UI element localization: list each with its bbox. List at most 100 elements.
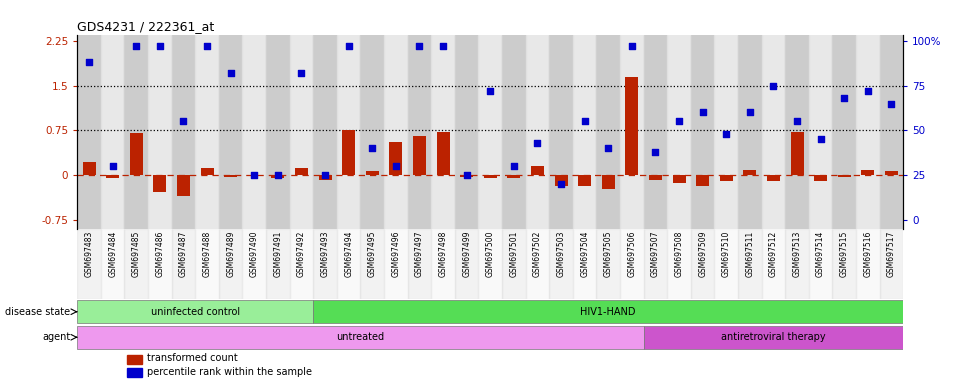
Bar [455,35,478,229]
Bar [106,175,119,179]
Text: GSM697492: GSM697492 [297,231,306,277]
Text: GSM697494: GSM697494 [344,231,354,277]
Bar [862,170,874,175]
Bar [578,175,591,186]
Bar [342,131,355,175]
Text: GSM697506: GSM697506 [627,231,637,277]
Point [671,118,687,124]
Bar [125,35,148,229]
Text: GSM697500: GSM697500 [486,231,495,277]
Point [412,43,427,49]
Bar [313,229,337,299]
Bar [455,229,478,299]
Bar [838,175,851,177]
Text: GSM697510: GSM697510 [722,231,730,277]
Text: transformed count: transformed count [148,353,239,363]
Bar [460,175,473,177]
Bar [478,35,502,229]
Bar [761,229,785,299]
Bar [195,35,219,229]
Bar [125,229,148,299]
Bar [596,229,620,299]
Bar [337,229,360,299]
Bar [384,35,408,229]
Text: GSM697496: GSM697496 [391,231,400,277]
Point [577,118,592,124]
Bar [148,35,172,229]
Bar [602,175,614,189]
Bar [384,35,408,229]
Bar [526,35,550,229]
Point [246,172,262,179]
Text: GSM697495: GSM697495 [368,231,377,277]
Bar [266,35,290,229]
Point [719,131,734,137]
Bar [431,229,455,299]
Point [884,101,899,107]
Point [766,83,781,89]
Bar [360,35,384,229]
Bar [531,166,544,175]
Point [318,172,333,179]
Bar [596,35,620,229]
Text: GSM697490: GSM697490 [250,231,259,277]
Point [813,136,829,142]
Bar [715,35,738,229]
Bar [715,35,738,229]
Bar [100,229,125,299]
Point [105,163,121,169]
Point [624,43,639,49]
Bar [620,229,643,299]
Bar [809,35,833,229]
Bar [743,170,756,175]
Point [695,109,710,116]
Bar [337,35,360,229]
Bar [696,175,709,186]
Point [128,43,144,49]
Bar [195,229,219,299]
Text: GSM697503: GSM697503 [556,231,565,277]
Bar [478,35,502,229]
Text: uninfected control: uninfected control [151,307,240,317]
Bar [484,175,497,179]
Bar [360,229,384,299]
Point [176,118,191,124]
Bar [833,35,856,229]
Text: GSM697498: GSM697498 [439,231,447,277]
Bar [242,35,266,229]
Bar [129,134,143,175]
Bar [148,229,172,299]
Bar [573,35,596,229]
Text: GSM697512: GSM697512 [769,231,778,277]
Bar [219,229,242,299]
Text: GSM697493: GSM697493 [321,231,329,277]
Bar [573,35,596,229]
Text: GSM697486: GSM697486 [156,231,164,277]
Text: GSM697513: GSM697513 [792,231,802,277]
Bar [127,354,142,364]
Bar [148,35,172,229]
Bar [550,229,573,299]
Bar [295,168,308,175]
Bar [761,35,785,229]
Bar [573,229,596,299]
Text: GSM697517: GSM697517 [887,231,895,277]
Bar [691,35,715,229]
Bar [77,35,100,229]
Bar [672,175,686,183]
Bar [290,35,313,229]
Text: agent: agent [42,332,71,342]
Text: untreated: untreated [336,332,384,342]
Bar [412,136,426,175]
Bar [242,229,266,299]
Bar [319,175,331,180]
Text: GSM697487: GSM697487 [179,231,188,277]
Bar [691,229,715,299]
Bar [880,35,903,229]
Text: GSM697508: GSM697508 [674,231,684,277]
Text: GSM697505: GSM697505 [604,231,612,277]
Bar [691,35,715,229]
Bar [596,35,620,229]
Bar [431,35,455,229]
Bar [290,35,313,229]
